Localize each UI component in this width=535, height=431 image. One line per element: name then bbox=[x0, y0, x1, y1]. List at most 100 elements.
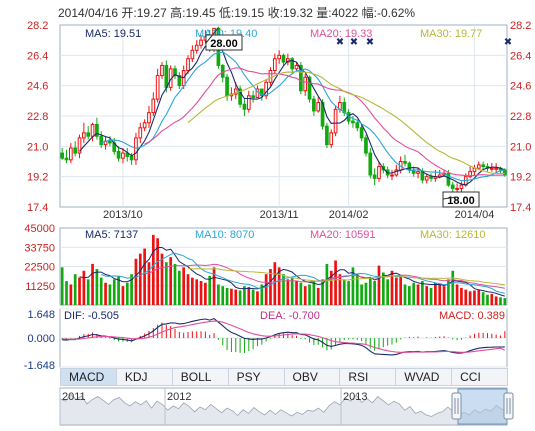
volume-bar bbox=[138, 253, 142, 305]
candle-body bbox=[246, 95, 251, 110]
candle-body bbox=[82, 132, 86, 139]
volume-bar bbox=[134, 258, 138, 305]
tab-cci[interactable]: CCI bbox=[460, 370, 481, 384]
candle-body bbox=[173, 68, 177, 77]
candle-body bbox=[502, 169, 507, 176]
volume-bar bbox=[256, 291, 259, 305]
candle-body bbox=[99, 135, 104, 146]
volume-bar bbox=[308, 284, 311, 305]
overview-drag-handle[interactable] bbox=[503, 392, 514, 420]
change-label: 幅: bbox=[361, 6, 378, 20]
candle-body bbox=[481, 164, 485, 168]
volume-bar bbox=[282, 274, 285, 305]
candle-body bbox=[108, 140, 112, 144]
volume-ma5-line bbox=[79, 247, 505, 297]
tab-boll[interactable]: BOLL bbox=[173, 369, 229, 385]
overview-drag-handle[interactable] bbox=[451, 392, 462, 420]
open-label: 开: bbox=[121, 6, 137, 20]
candle-body bbox=[77, 137, 82, 154]
volume-bar bbox=[60, 267, 64, 305]
price-tick-left: 28.2 bbox=[27, 20, 48, 32]
candle-body bbox=[186, 58, 190, 72]
volume-bar bbox=[455, 284, 459, 305]
volume-tick: 22500 bbox=[24, 262, 55, 274]
volume-bar bbox=[91, 263, 94, 305]
overview-xtick: 2011 bbox=[62, 391, 86, 403]
candle-body bbox=[351, 120, 355, 124]
price-tick-right: 21.0 bbox=[510, 141, 531, 153]
candle-body bbox=[390, 174, 394, 177]
candle-body bbox=[138, 127, 143, 139]
volume-bar bbox=[338, 274, 342, 305]
volume-bar bbox=[199, 281, 203, 305]
volume-bar bbox=[169, 257, 173, 305]
volume-bar bbox=[295, 281, 298, 305]
price-ma30-label: MA30: 19.77 bbox=[420, 28, 482, 40]
volume-bar bbox=[95, 269, 99, 305]
candle-body bbox=[121, 152, 125, 159]
candle-body bbox=[307, 76, 312, 100]
volume-ma10-line bbox=[101, 252, 505, 294]
volume-bar bbox=[73, 274, 77, 305]
price-tick-right: 26.4 bbox=[510, 50, 531, 62]
candle-body bbox=[416, 171, 420, 174]
macd-value-label: MACD: 0.389 bbox=[439, 310, 505, 322]
volume-bar bbox=[86, 279, 90, 305]
candle-body bbox=[299, 64, 303, 92]
price-tick-left: 21.0 bbox=[27, 141, 48, 153]
candle-body bbox=[403, 161, 407, 164]
volume-bar bbox=[503, 298, 507, 305]
tab-psy[interactable]: PSY bbox=[229, 369, 285, 385]
volume-bar bbox=[238, 290, 242, 305]
price-xtick: 2014/02 bbox=[329, 209, 369, 221]
volume-bar bbox=[468, 291, 472, 305]
candle-body bbox=[251, 95, 255, 98]
volume-bar bbox=[408, 286, 411, 305]
candle-body bbox=[177, 75, 182, 87]
tab-macd[interactable]: MACD bbox=[61, 369, 117, 385]
volume-bar bbox=[221, 286, 225, 305]
overview-selection-window[interactable] bbox=[457, 388, 508, 425]
volume-bar bbox=[234, 289, 238, 305]
volume-panel[interactable]: 45000 33750 22500 11250 MA5: 7137 MA10: 8070 M… bbox=[24, 223, 508, 306]
candle-body bbox=[316, 102, 321, 112]
low-annotation-pointer bbox=[442, 196, 458, 200]
volume-bar bbox=[125, 282, 129, 305]
volume-bar bbox=[204, 282, 207, 305]
macd-panel[interactable]: 1.648 0.000 -1.648 DIF: -0.505 DEA: -0.700 MA… bbox=[24, 308, 508, 372]
price-ma20-label: MA20: 19.33 bbox=[310, 28, 372, 40]
tab-kdj[interactable]: KDJ bbox=[117, 369, 173, 385]
volume-bar bbox=[212, 267, 216, 305]
candle-body bbox=[290, 58, 295, 70]
tab-obv[interactable]: OBV bbox=[285, 369, 341, 385]
volume-bar bbox=[368, 277, 372, 305]
volume-bar bbox=[164, 262, 168, 305]
volume-bar bbox=[325, 263, 329, 305]
quote-header: 2014/04/16 开:19.27 高:19.45 低:19.15 收:19.… bbox=[58, 4, 415, 21]
volume-bar bbox=[65, 281, 68, 305]
price-ma30-line bbox=[187, 70, 505, 175]
volume-bar bbox=[217, 284, 220, 305]
high-annotation: 28.00 bbox=[210, 38, 238, 50]
volume-bar bbox=[477, 289, 481, 305]
price-tick-right: 19.2 bbox=[510, 172, 531, 184]
candle-body bbox=[377, 166, 381, 179]
candle-body bbox=[233, 88, 238, 95]
candle-body bbox=[259, 88, 264, 97]
candle-body bbox=[329, 132, 334, 146]
candle-body bbox=[368, 152, 373, 176]
volume-bar bbox=[494, 296, 498, 305]
indicator-tabs[interactable]: MACD KDJ BOLL PSY OBV RSI WVAD CCI bbox=[60, 368, 508, 386]
volume-bar bbox=[264, 274, 268, 305]
tab-rsi[interactable]: RSI bbox=[340, 369, 397, 385]
candle-body bbox=[476, 164, 481, 169]
price-panel[interactable]: 28.2 28.2 26.4 26.4 24.6 24.6 22.8 22.8 21.0 21.0… bbox=[27, 20, 531, 221]
candle-body bbox=[160, 64, 164, 77]
volume-tick: 11250 bbox=[25, 281, 55, 293]
volume-bar bbox=[147, 262, 151, 305]
overview-panel[interactable]: 2011 2012 2013 bbox=[59, 387, 514, 426]
tab-wvad[interactable]: WVAD bbox=[396, 369, 453, 385]
candle-body bbox=[190, 49, 195, 60]
candle-body bbox=[472, 167, 477, 173]
